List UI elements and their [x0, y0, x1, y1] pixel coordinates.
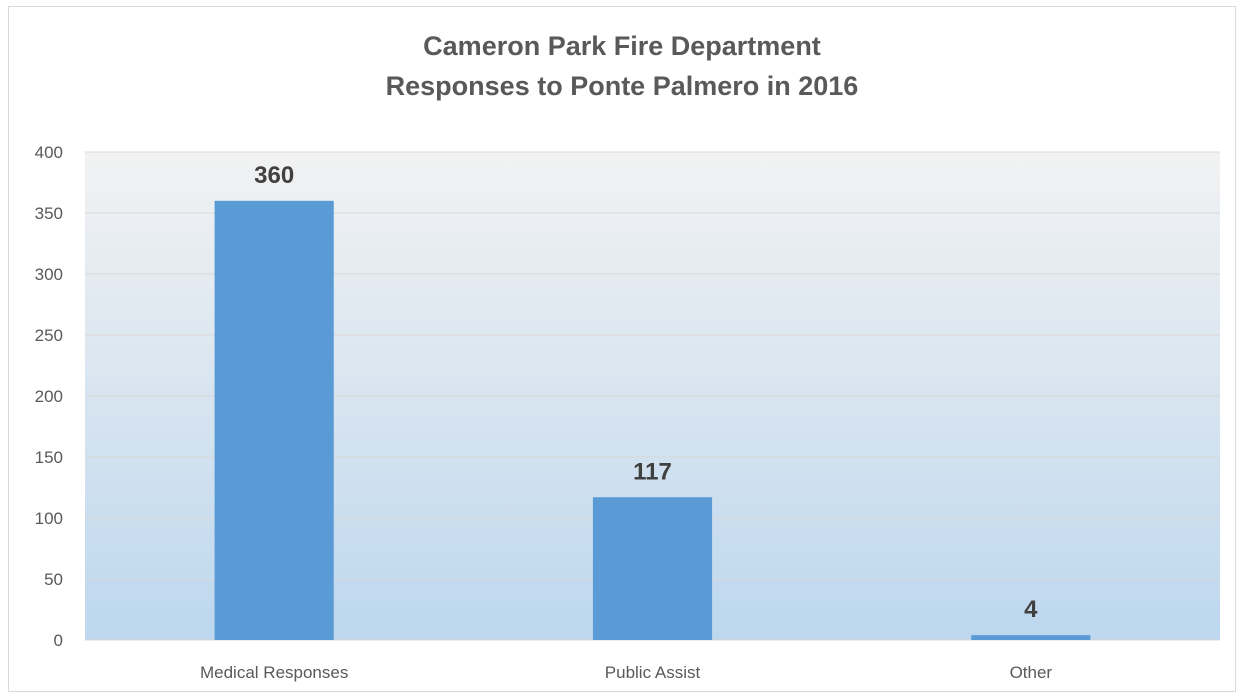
x-tick-label: Public Assist [605, 663, 701, 682]
y-tick-label: 50 [44, 570, 63, 589]
data-label: 360 [254, 162, 294, 189]
chart-title-line-1: Cameron Park Fire Department [423, 31, 821, 61]
bar [214, 200, 334, 641]
y-tick-label: 100 [35, 509, 63, 528]
y-tick-label: 200 [35, 387, 63, 406]
y-tick-label: 300 [35, 265, 63, 284]
y-tick-label: 150 [35, 448, 63, 467]
y-axis: 0 50 100 150 200 250 300 350 400 [35, 143, 63, 650]
bar [592, 497, 713, 640]
chart-title-line-2: Responses to Ponte Palmero in 2016 [385, 71, 859, 101]
y-tick-label: 250 [35, 326, 63, 345]
y-tick-label: 400 [35, 143, 63, 162]
y-tick-label: 0 [54, 631, 63, 650]
data-labels: 360 117 4 [254, 162, 1038, 623]
chart-title: Cameron Park Fire Department Responses t… [0, 26, 1244, 106]
bar [971, 635, 1091, 640]
x-tick-label: Medical Responses [200, 663, 348, 682]
x-tick-label: Other [1010, 663, 1053, 682]
bars [214, 200, 1091, 641]
data-label: 117 [633, 458, 672, 485]
y-tick-label: 350 [35, 204, 63, 223]
x-axis: Medical Responses Public Assist Other [200, 663, 1052, 682]
data-label: 4 [1024, 596, 1038, 623]
